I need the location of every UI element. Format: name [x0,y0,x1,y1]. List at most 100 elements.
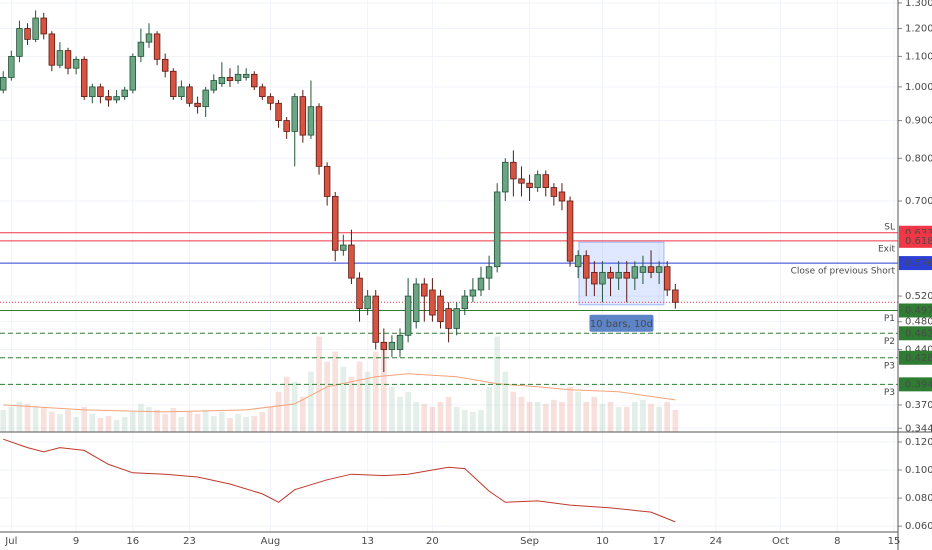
candle-body [461,295,469,310]
candle-body [526,182,533,188]
candle-body [178,86,185,98]
volume-bar [623,406,630,432]
x-tick-label: 8 [834,536,840,547]
candle-body [534,174,541,188]
volume-bar [664,401,671,432]
candle-body [583,255,590,279]
level-name: P2 [884,337,895,347]
candle-body [259,86,266,98]
x-tick-label: Sep [520,536,539,547]
y-tick-label: 1.3000 [905,0,932,9]
volume-bar [340,366,347,432]
candle-body [348,244,355,279]
candle-body [24,28,31,40]
volume-bar [583,401,590,432]
volume-bar [470,411,476,432]
level-name: P3 [884,388,895,398]
volume-bar [178,416,185,432]
candle-body [364,295,371,310]
volume-bar [615,406,622,432]
volume-bar [599,403,606,432]
volume-bar [219,411,225,432]
level-value: 0.3946 [905,379,932,390]
indicator-line [3,438,676,523]
range-label: 10 bars, 10d [590,319,653,330]
candle-body [591,271,598,285]
candle-body [372,295,379,343]
x-tick-label: 10 [596,536,609,547]
volume-bar [32,405,39,432]
level-name: SL [884,222,895,232]
level-value: 0.4288 [905,353,932,364]
volume-bar [372,351,379,432]
candle-body [89,86,96,98]
candle-body [299,96,307,136]
candle-body [542,174,549,188]
volume-bar [332,351,339,432]
volume-bar [73,416,79,432]
volume-bar [429,406,436,432]
candle-body [615,271,622,279]
volume-bar [364,371,371,432]
candle-body [631,266,639,279]
volume-bar [227,417,233,432]
candle-body [510,161,517,180]
volume-bar [445,396,452,432]
volume-bar [437,401,444,432]
volume-bar [308,371,314,432]
level-value: 0.4629 [905,328,932,339]
candle-body [121,89,128,98]
volume-bar [162,413,169,432]
level-name: Close of previous Short [791,267,896,277]
candle-body [283,120,290,132]
candle-body [218,77,226,85]
candle-body [404,295,412,336]
level-name: P3 [884,361,895,371]
range-label-bg [589,314,654,332]
level-value: 0.4971 [905,305,932,316]
x-tick-label: 16 [126,536,139,547]
x-tick-label: 17 [653,536,666,547]
candle-body [234,73,242,81]
candle-body [607,271,614,279]
candle-body [40,17,47,35]
level-badge [899,233,932,248]
candle-body [672,289,679,303]
candle-body [113,96,120,101]
volume-bar [275,391,282,432]
candle-body [153,33,161,60]
volume-bar [453,406,460,432]
candle-body [639,266,647,273]
level-name: P1 [884,314,895,324]
volume-bar [478,409,484,432]
candle-body [186,86,193,104]
candle-body [48,33,56,66]
volume-bar [57,413,63,432]
candle-body [242,73,250,78]
x-tick-label: 20 [426,536,439,547]
volume-bar [559,401,565,432]
candle-body [396,334,404,350]
candle-body [56,50,64,66]
volume-bar [186,411,193,432]
volume-bar [105,415,112,432]
candle-body [32,17,39,40]
candle-body [518,178,525,184]
x-tick-label: 24 [709,536,722,547]
level-badge [899,350,932,365]
candle-body [16,28,23,57]
candle-body [574,255,582,268]
volume-bar [640,399,646,432]
x-tick-label: 13 [361,536,374,547]
level-badge [899,256,932,271]
y-tick-label: 0.0600 [905,521,932,532]
level-value: 0.6338 [905,228,932,239]
volume-bar [0,409,7,432]
candle-body [437,295,444,323]
candle-body [647,266,655,273]
volume-bar [405,391,411,432]
